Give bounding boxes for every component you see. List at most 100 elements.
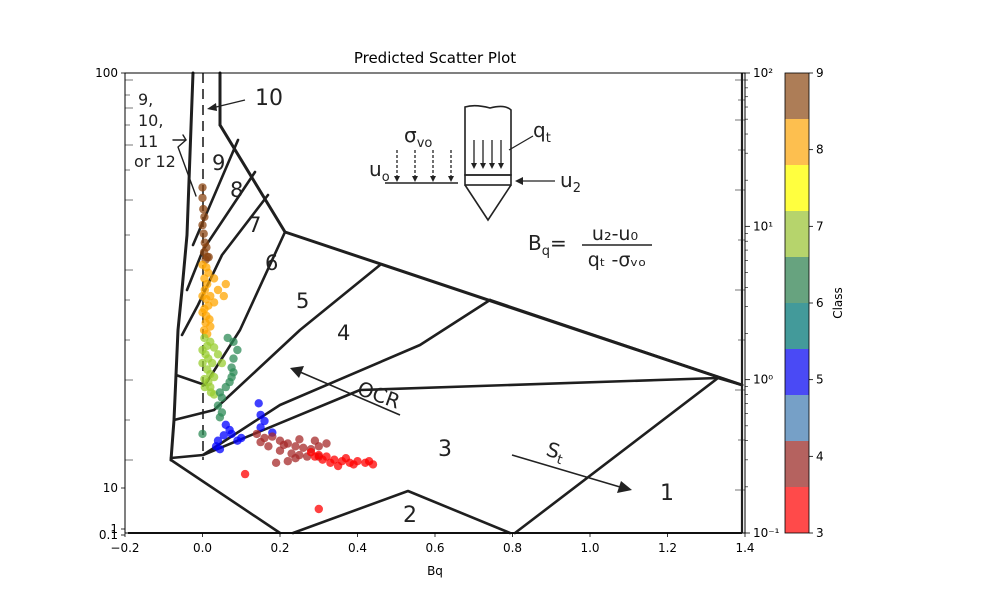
scatter-point-class-6 bbox=[198, 429, 207, 439]
colorbar-segment bbox=[785, 487, 809, 533]
colorbar-tick-label: 8 bbox=[816, 143, 824, 157]
scatter-point-class-6 bbox=[233, 345, 242, 355]
sigma-vo-label: σvo bbox=[404, 123, 432, 151]
colorbar-tick-label: 5 bbox=[816, 373, 824, 387]
colorbar: 3 4 5 6 7 8 9 bbox=[784, 66, 824, 540]
colorbar-segment bbox=[785, 441, 809, 487]
x-tick-label: −0.2 bbox=[110, 541, 139, 555]
zone-note-line-4: or 12 bbox=[134, 152, 176, 171]
scatter-point-class-9 bbox=[199, 204, 208, 214]
scatter-point-class-3 bbox=[326, 458, 335, 467]
scatter-point-class-5 bbox=[213, 436, 223, 445]
scatter-point-class-4 bbox=[252, 429, 261, 439]
scatter-point-class-6 bbox=[215, 388, 225, 397]
scatter-point-class-4 bbox=[299, 443, 308, 452]
bq-formula-denominator: qₜ -σᵥₒ bbox=[588, 249, 646, 271]
scatter-point-class-3 bbox=[310, 452, 320, 461]
scatter-point-class-8 bbox=[213, 285, 223, 295]
scatter-point-class-4 bbox=[310, 436, 320, 445]
zone-label-3: 3 bbox=[438, 437, 452, 462]
zone-note-line-1: 9, bbox=[138, 90, 153, 109]
plot-area bbox=[125, 73, 745, 533]
scatter-point-class-7 bbox=[217, 358, 227, 368]
scatter-point-class-6 bbox=[229, 354, 238, 363]
left-tick-label: 1 bbox=[110, 522, 118, 536]
scatter-point-class-9 bbox=[199, 229, 208, 238]
qt-label: qt bbox=[533, 118, 551, 146]
colorbar-segment bbox=[785, 211, 809, 257]
colorbar-segment bbox=[785, 395, 809, 441]
scatter-point-class-7 bbox=[208, 358, 217, 368]
scatter-point-class-3 bbox=[349, 460, 358, 469]
scatter-point-class-7 bbox=[213, 350, 223, 359]
colorbar-tick-label: 4 bbox=[816, 449, 824, 463]
scatter-point-class-4 bbox=[271, 458, 281, 467]
left-tick-label: 10 bbox=[103, 481, 118, 495]
scatter-point-class-9 bbox=[198, 220, 207, 230]
scatter-point-class-5 bbox=[254, 399, 263, 408]
scatter-point-class-3 bbox=[333, 461, 343, 471]
x-axis: −0.2 0.0 0.2 0.4 0.6 0.8 1.0 1.2 1.4 bbox=[110, 533, 755, 555]
scatter-point-class-4 bbox=[256, 437, 265, 447]
colorbar-tick-label: 7 bbox=[816, 219, 824, 233]
scatter-point-class-7 bbox=[200, 333, 209, 343]
colorbar-tick-label: 9 bbox=[816, 66, 824, 80]
uo-label: uo bbox=[369, 157, 390, 185]
zone-label-7: 7 bbox=[248, 213, 261, 237]
scatter-point-class-6 bbox=[223, 333, 232, 343]
zone-note-line-2: 10, bbox=[138, 111, 163, 130]
scatter-point-class-4 bbox=[291, 454, 300, 463]
x-tick-label: 0.8 bbox=[503, 541, 522, 555]
scatter-point-class-8 bbox=[209, 298, 219, 307]
scatter-point-class-5 bbox=[219, 431, 228, 440]
zone-label-2: 2 bbox=[403, 503, 417, 528]
scatter-point-class-3 bbox=[314, 504, 323, 514]
scatter-point-class-5 bbox=[256, 423, 265, 432]
zone-label-1: 1 bbox=[660, 481, 674, 506]
right-tick-label: 10⁻¹ bbox=[753, 526, 780, 540]
x-tick-label: 0.4 bbox=[348, 541, 367, 555]
scatter-point-class-8 bbox=[221, 279, 230, 289]
scatter-point-class-7 bbox=[198, 358, 207, 368]
scatter-point-class-4 bbox=[291, 442, 300, 451]
x-tick-label: 0.2 bbox=[270, 541, 289, 555]
scatter-point-class-3 bbox=[240, 469, 250, 479]
x-tick-label: 1.4 bbox=[735, 541, 754, 555]
right-log-axis: 10² 10¹ 10⁰ 10⁻¹ bbox=[745, 66, 780, 540]
st-label: St bbox=[543, 437, 568, 468]
zone-label-5: 5 bbox=[296, 289, 309, 313]
zone-label-4: 4 bbox=[337, 321, 350, 345]
colorbar-segment bbox=[785, 165, 809, 211]
x-axis-label: Bq bbox=[427, 564, 443, 578]
scatter-point-class-8 bbox=[219, 291, 228, 301]
left-axis: 100 10 10.1 bbox=[95, 66, 125, 542]
scatter-point-class-4 bbox=[295, 435, 304, 444]
scatter-point-class-9 bbox=[204, 252, 213, 262]
scatter-point-class-9 bbox=[200, 212, 209, 222]
scatter-point-class-6 bbox=[215, 413, 225, 422]
colorbar-segment bbox=[785, 73, 809, 119]
colorbar-segment bbox=[785, 119, 809, 165]
zone-label-6: 6 bbox=[265, 251, 278, 275]
scatter-point-class-5 bbox=[260, 416, 269, 426]
left-tick-label: 100 bbox=[95, 66, 118, 80]
scatter-point-class-3 bbox=[364, 457, 374, 466]
scatter-point-class-4 bbox=[283, 457, 292, 466]
scatter-point-class-3 bbox=[318, 455, 327, 464]
x-tick-label: 1.0 bbox=[580, 541, 599, 555]
cone-penetrometer-sketch: σvo qt uo u2 Bq= u₂-u₀ qₜ -σᵥₒ bbox=[369, 104, 652, 271]
scatter-point-class-4 bbox=[322, 439, 331, 448]
zone-label-9: 9 bbox=[212, 151, 225, 175]
scatter-point-class-6 bbox=[221, 382, 230, 392]
scatter-point-class-5 bbox=[215, 445, 225, 454]
zone-note-line-3: 11 bbox=[138, 132, 158, 151]
zone-label-8: 8 bbox=[230, 178, 243, 202]
colorbar-segment bbox=[785, 349, 809, 395]
x-tick-label: 0.6 bbox=[425, 541, 444, 555]
scatter-point-class-4 bbox=[279, 440, 289, 450]
scatter-point-class-8 bbox=[206, 291, 215, 301]
scatter-points bbox=[198, 183, 378, 514]
colorbar-segment bbox=[785, 303, 809, 349]
